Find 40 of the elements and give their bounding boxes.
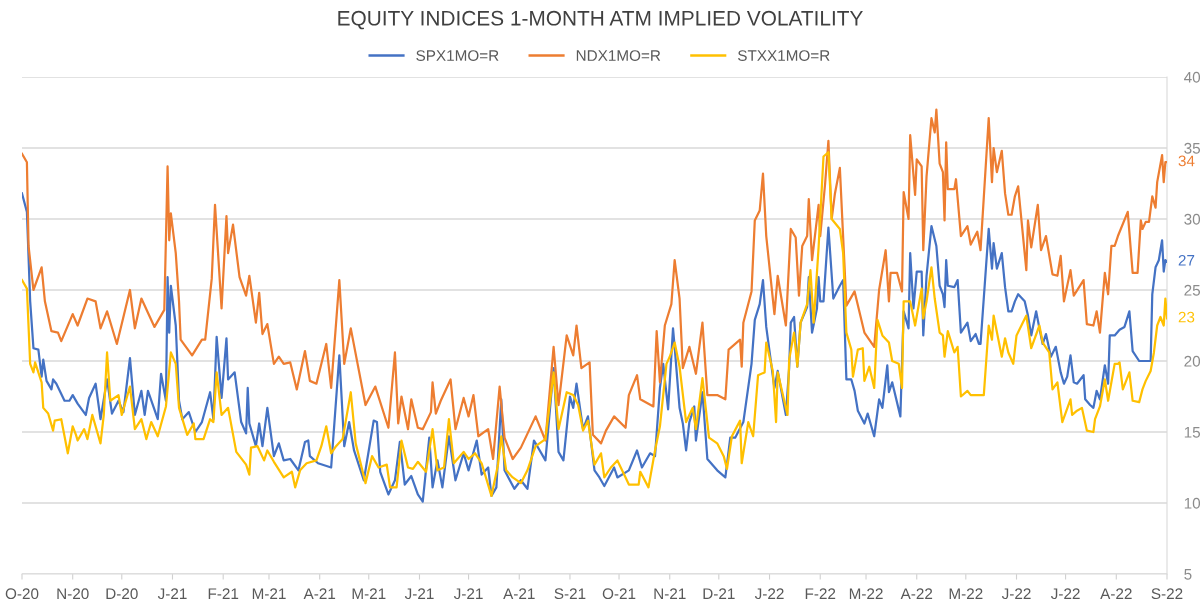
y-tick-label: 5 <box>1184 569 1192 580</box>
annotation: 27 <box>1178 254 1195 266</box>
x-tick-label: F-22 <box>805 588 836 599</box>
x-tick-label: D-20 <box>106 588 138 600</box>
x-tick-label: J-22 <box>1001 588 1031 600</box>
x-tick-label: M-22 <box>949 588 983 599</box>
x-tick-label: F-21 <box>208 588 239 599</box>
x-tick-label: O-21 <box>602 588 636 600</box>
y-tick-label: 25 <box>1184 284 1200 296</box>
y-tick-label: 20 <box>1184 355 1200 367</box>
line-series <box>22 108 1167 461</box>
x-tick-label: D-21 <box>703 588 735 599</box>
x-tick-label: A-21 <box>503 588 535 599</box>
x-tick-label: M-21 <box>252 588 286 599</box>
x-tick-label: M-22 <box>849 588 883 599</box>
x-tick-label: A-22 <box>1100 588 1132 599</box>
y-tick-label: 10 <box>1184 497 1200 509</box>
annotation: 34 <box>1178 155 1195 167</box>
annotation: 23 <box>1178 311 1195 323</box>
y-tick-label: 30 <box>1184 213 1200 225</box>
x-tick-label: J-21 <box>453 588 483 600</box>
y-tick-label: 40 <box>1184 71 1200 83</box>
x-tick-label: S-22 <box>1151 588 1183 600</box>
legend-label: STXX1MO=R <box>737 50 830 61</box>
x-tick-label: N-20 <box>57 588 89 600</box>
x-tick-label: A-21 <box>303 588 336 599</box>
x-tick-label: S-21 <box>554 588 586 600</box>
x-tick-label: N-21 <box>654 588 686 599</box>
x-tick-label: A-22 <box>900 588 933 599</box>
x-tick-label: M-21 <box>352 588 386 599</box>
y-tick-label: 35 <box>1184 142 1200 154</box>
y-tick-label: 15 <box>1184 427 1200 438</box>
x-tick-label: J-21 <box>157 588 187 600</box>
x-tick-label: J-22 <box>1050 588 1080 600</box>
legend-label: SPX1MO=R <box>416 50 499 61</box>
legend-label: NDX1MO=R <box>576 50 661 61</box>
x-tick-label: J-22 <box>754 588 784 600</box>
x-tick-label: J-21 <box>404 588 434 600</box>
x-tick-label: O-20 <box>5 588 39 600</box>
chart-title: EQUITY INDICES 1-MONTH ATM IMPLIED VOLATILITY <box>338 10 863 30</box>
